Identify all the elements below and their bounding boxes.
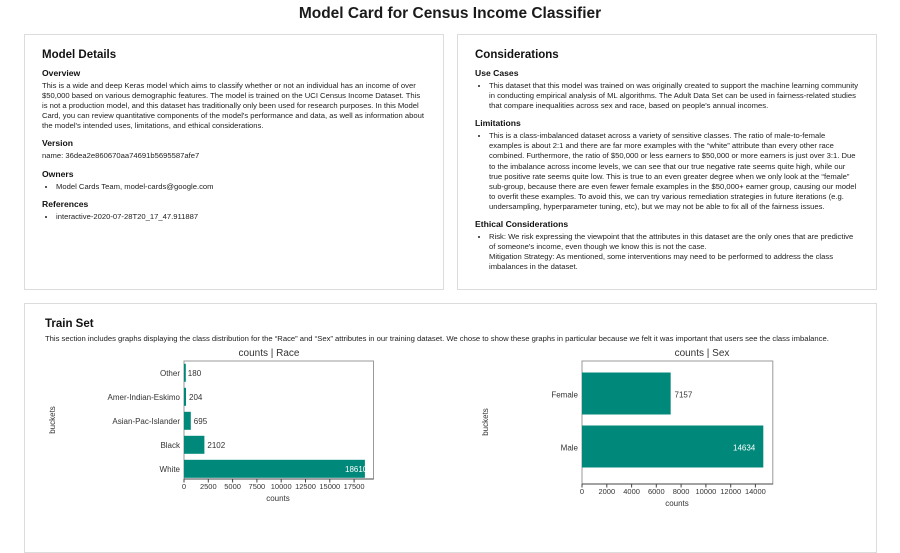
svg-text:counts: counts (266, 494, 290, 503)
svg-text:Female: Female (551, 390, 578, 399)
svg-text:10000: 10000 (695, 487, 716, 496)
svg-text:2500: 2500 (200, 482, 217, 491)
svg-text:17500: 17500 (344, 482, 365, 491)
svg-text:14634: 14634 (733, 443, 756, 452)
svg-text:14000: 14000 (745, 487, 766, 496)
svg-text:10000: 10000 (271, 482, 292, 491)
svg-text:counts | Sex: counts | Sex (675, 348, 730, 359)
svg-text:15000: 15000 (319, 482, 340, 491)
svg-text:8000: 8000 (673, 487, 690, 496)
svg-text:695: 695 (194, 416, 208, 425)
svg-text:204: 204 (189, 392, 203, 401)
svg-text:counts: counts (665, 499, 689, 508)
svg-text:180: 180 (188, 368, 202, 377)
svg-text:5000: 5000 (224, 482, 241, 491)
svg-text:12000: 12000 (720, 487, 741, 496)
svg-text:Black: Black (160, 440, 181, 449)
svg-text:12500: 12500 (295, 482, 316, 491)
svg-text:0: 0 (182, 482, 186, 491)
svg-text:buckets: buckets (48, 406, 57, 434)
svg-text:4000: 4000 (623, 487, 640, 496)
svg-text:Other: Other (160, 368, 180, 377)
svg-text:7157: 7157 (675, 390, 693, 399)
svg-text:6000: 6000 (648, 487, 665, 496)
svg-text:2102: 2102 (207, 440, 225, 449)
svg-text:Amer-Indian-Eskimo: Amer-Indian-Eskimo (108, 392, 181, 401)
svg-text:White: White (160, 464, 181, 473)
svg-text:counts | Race: counts | Race (239, 348, 300, 359)
svg-text:0: 0 (580, 487, 584, 496)
svg-text:7500: 7500 (249, 482, 266, 491)
svg-text:buckets: buckets (481, 408, 490, 436)
svg-text:2000: 2000 (598, 487, 615, 496)
svg-text:Male: Male (561, 443, 579, 452)
svg-text:18610: 18610 (345, 464, 368, 473)
svg-text:Asian-Pac-Islander: Asian-Pac-Islander (112, 416, 180, 425)
